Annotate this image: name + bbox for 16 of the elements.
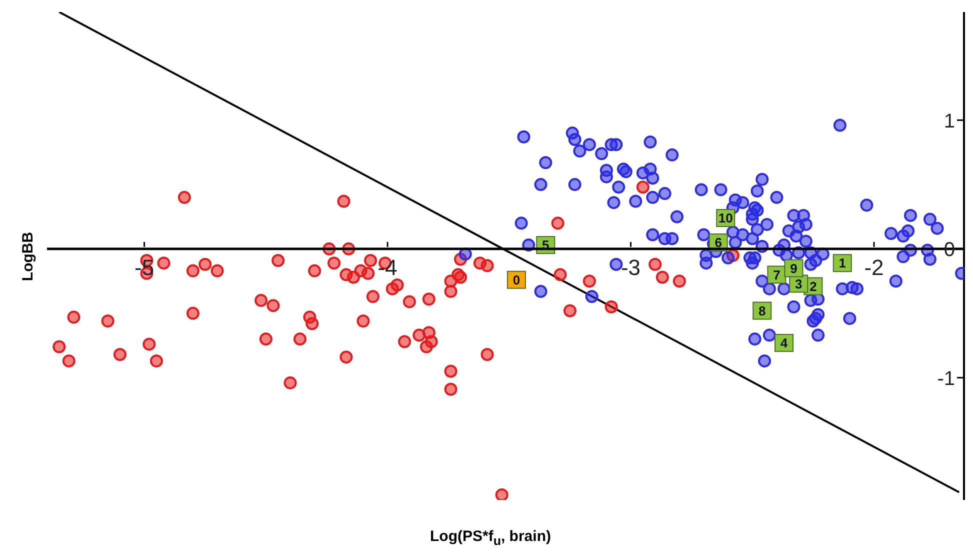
- y-tick-label: -1: [937, 368, 955, 390]
- x-axis-title: Log(PS*f$_{u}$, brain): [429, 528, 552, 548]
- x-tick-label: -2: [864, 254, 884, 280]
- annotation: 9: [790, 260, 798, 276]
- annotation: 2: [810, 278, 817, 294]
- annotation: 0: [512, 272, 520, 288]
- x-tick-label: -3: [620, 254, 641, 280]
- annotation: 7: [773, 267, 780, 282]
- y-tick-label: 1: [944, 110, 955, 132]
- annotation: 4: [780, 336, 788, 351]
- annotation: 8: [758, 303, 766, 318]
- annotation: 3: [794, 276, 802, 292]
- y-axis-title: LogBB: [20, 230, 36, 284]
- annotation: 1: [838, 256, 846, 271]
- annotation: 6: [714, 235, 722, 250]
- annotation: 10: [718, 210, 733, 226]
